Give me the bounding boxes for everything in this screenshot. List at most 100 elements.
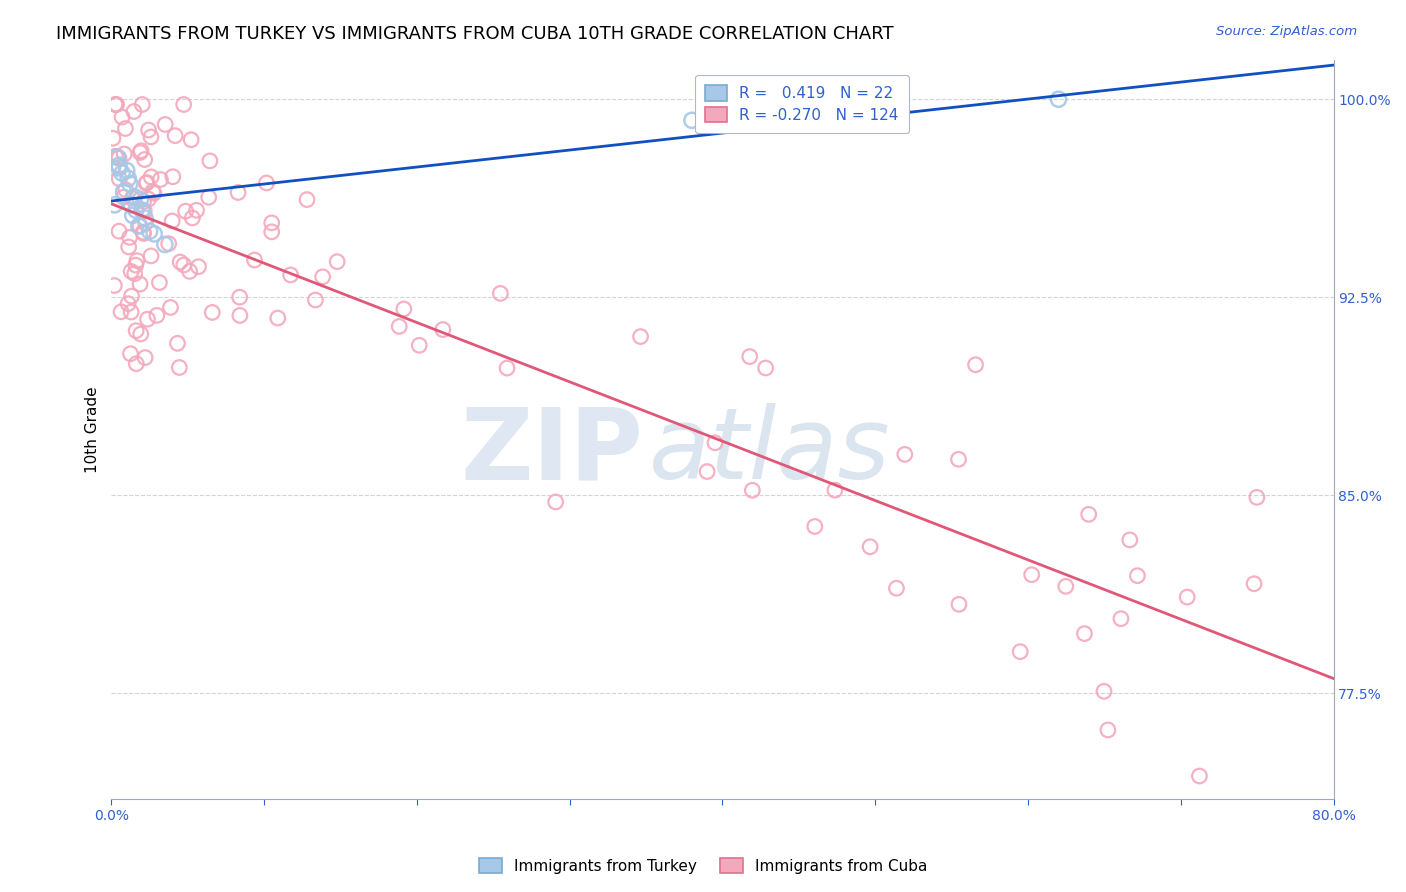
Point: [103, 278, 125, 293]
Point: [804, 519, 827, 533]
Text: ZIP: ZIP: [460, 403, 643, 500]
Point: [118, 230, 141, 244]
Point: [256, 176, 278, 190]
Point: [260, 225, 283, 239]
Point: [122, 104, 145, 119]
Point: [311, 269, 333, 284]
Text: IMMIGRANTS FROM TURKEY VS IMMIGRANTS FROM CUBA 10TH GRADE CORRELATION CHART: IMMIGRANTS FROM TURKEY VS IMMIGRANTS FRO…: [56, 25, 894, 43]
Point: [162, 169, 184, 184]
Point: [198, 153, 221, 168]
Point: [138, 123, 160, 137]
Point: [280, 268, 302, 282]
Point: [146, 309, 169, 323]
Y-axis label: 10th Grade: 10th Grade: [86, 386, 100, 473]
Point: [304, 293, 326, 307]
Point: [681, 113, 703, 128]
Point: [738, 350, 761, 364]
Point: [105, 97, 128, 112]
Point: [544, 495, 567, 509]
Point: [948, 598, 970, 612]
Point: [159, 301, 181, 315]
Point: [129, 277, 152, 291]
Point: [630, 329, 652, 343]
Point: [165, 128, 187, 143]
Point: [125, 258, 148, 272]
Point: [134, 203, 156, 218]
Point: [104, 97, 127, 112]
Point: [104, 149, 127, 163]
Point: [128, 219, 150, 233]
Point: [243, 252, 266, 267]
Point: [187, 260, 209, 274]
Point: [1047, 92, 1070, 106]
Point: [108, 171, 131, 186]
Point: [1092, 684, 1115, 698]
Point: [117, 296, 139, 310]
Point: [110, 305, 132, 319]
Point: [108, 161, 131, 175]
Point: [1109, 612, 1132, 626]
Point: [112, 147, 135, 161]
Point: [157, 236, 180, 251]
Point: [103, 198, 125, 212]
Point: [124, 190, 146, 204]
Point: [138, 192, 160, 206]
Point: [392, 301, 415, 316]
Point: [104, 97, 127, 112]
Point: [142, 185, 165, 199]
Point: [173, 258, 195, 272]
Point: [139, 130, 162, 145]
Point: [886, 581, 908, 595]
Point: [704, 435, 727, 450]
Point: [108, 224, 131, 238]
Point: [125, 357, 148, 371]
Point: [132, 194, 155, 209]
Point: [142, 186, 165, 201]
Point: [166, 336, 188, 351]
Point: [124, 267, 146, 281]
Point: [180, 133, 202, 147]
Point: [388, 319, 411, 334]
Point: [1097, 723, 1119, 737]
Point: [138, 224, 160, 238]
Point: [160, 214, 183, 228]
Point: [197, 190, 219, 204]
Point: [129, 326, 152, 341]
Point: [121, 191, 143, 205]
Point: [112, 190, 135, 204]
Point: [129, 145, 152, 160]
Point: [948, 452, 970, 467]
Point: [125, 324, 148, 338]
Point: [135, 176, 157, 190]
Point: [226, 186, 249, 200]
Point: [108, 151, 131, 165]
Point: [1119, 533, 1142, 547]
Point: [129, 144, 152, 158]
Point: [111, 110, 134, 124]
Point: [120, 198, 142, 212]
Point: [1073, 626, 1095, 640]
Point: [696, 465, 718, 479]
Point: [114, 121, 136, 136]
Point: [260, 216, 283, 230]
Text: atlas: atlas: [650, 403, 891, 500]
Point: [136, 312, 159, 326]
Point: [125, 203, 148, 218]
Point: [139, 169, 162, 184]
Point: [121, 208, 143, 222]
Point: [107, 150, 129, 164]
Legend: R =   0.419   N = 22, R = -0.270   N = 124: R = 0.419 N = 22, R = -0.270 N = 124: [695, 75, 910, 133]
Point: [408, 338, 430, 352]
Point: [131, 97, 153, 112]
Point: [121, 289, 143, 303]
Text: Source: ZipAtlas.com: Source: ZipAtlas.com: [1216, 25, 1357, 38]
Point: [132, 227, 155, 241]
Point: [118, 177, 141, 191]
Point: [1175, 590, 1198, 604]
Point: [131, 203, 153, 218]
Point: [228, 290, 250, 304]
Point: [432, 322, 454, 336]
Point: [115, 163, 138, 178]
Point: [136, 176, 159, 190]
Point: [267, 311, 290, 326]
